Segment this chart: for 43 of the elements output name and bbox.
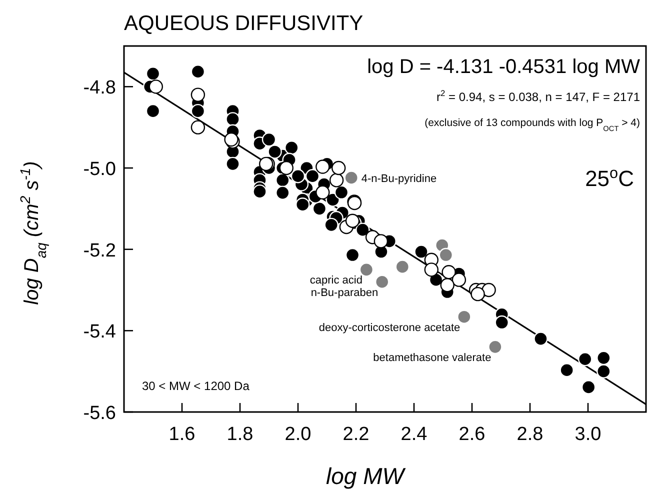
annotation: n-Bu-paraben bbox=[310, 286, 378, 299]
point bbox=[374, 234, 388, 248]
x-tick-label: 2.4 bbox=[400, 424, 428, 445]
point bbox=[375, 274, 390, 289]
point bbox=[452, 272, 466, 287]
annotation: r$^{2}$ = 0.94, s = 0.038, n = 147, F = 2171 bbox=[436, 88, 640, 104]
x-tick-label: 2.2 bbox=[342, 424, 370, 445]
x-tick-label: 1.8 bbox=[226, 424, 254, 445]
y-tick-label: -5.0 bbox=[83, 159, 116, 180]
point bbox=[279, 160, 294, 176]
x-tick-label: 2.8 bbox=[516, 424, 544, 445]
y-tick-label: -4.8 bbox=[83, 78, 116, 99]
x-tick-label: 1.6 bbox=[168, 424, 196, 445]
point bbox=[316, 160, 330, 174]
annotation: 4-n-Bu-pyridine bbox=[361, 172, 437, 185]
point bbox=[470, 286, 485, 302]
point bbox=[359, 262, 374, 277]
point bbox=[440, 278, 454, 292]
x-tick-label: 2.6 bbox=[458, 424, 486, 445]
annotation: 30 < MW < 1200 Da bbox=[142, 379, 250, 393]
x-tick-label: 2.0 bbox=[284, 424, 312, 445]
point bbox=[190, 88, 206, 102]
point bbox=[395, 260, 410, 274]
annotation: (exclusive of 13 compounds with log P$_{OCT}$ > 4) bbox=[424, 117, 640, 132]
point bbox=[488, 340, 502, 354]
y-tick-label: -5.2 bbox=[83, 240, 116, 262]
chart-title: AQUEOUS DIFFUSIVITY bbox=[124, 12, 364, 35]
annotation: capric acid bbox=[310, 274, 362, 287]
point bbox=[424, 262, 438, 277]
y-tick-label: -5.4 bbox=[83, 322, 116, 343]
y-tick-label: -5.6 bbox=[83, 403, 116, 424]
annotation: betamethasone valerate bbox=[373, 352, 492, 364]
x-axis-title: log MW bbox=[326, 463, 406, 489]
point bbox=[438, 248, 453, 262]
point bbox=[482, 282, 496, 298]
point bbox=[457, 310, 472, 324]
x-tick-label: 3.0 bbox=[574, 424, 602, 445]
annotation: log D = -4.131 -0.4531 log MW bbox=[367, 56, 640, 78]
annotation: 25$^{o}$C bbox=[585, 164, 634, 191]
annotation: deoxy-corticosterone acetate bbox=[318, 322, 460, 334]
point bbox=[316, 185, 330, 200]
point bbox=[344, 170, 358, 185]
point bbox=[148, 80, 163, 94]
